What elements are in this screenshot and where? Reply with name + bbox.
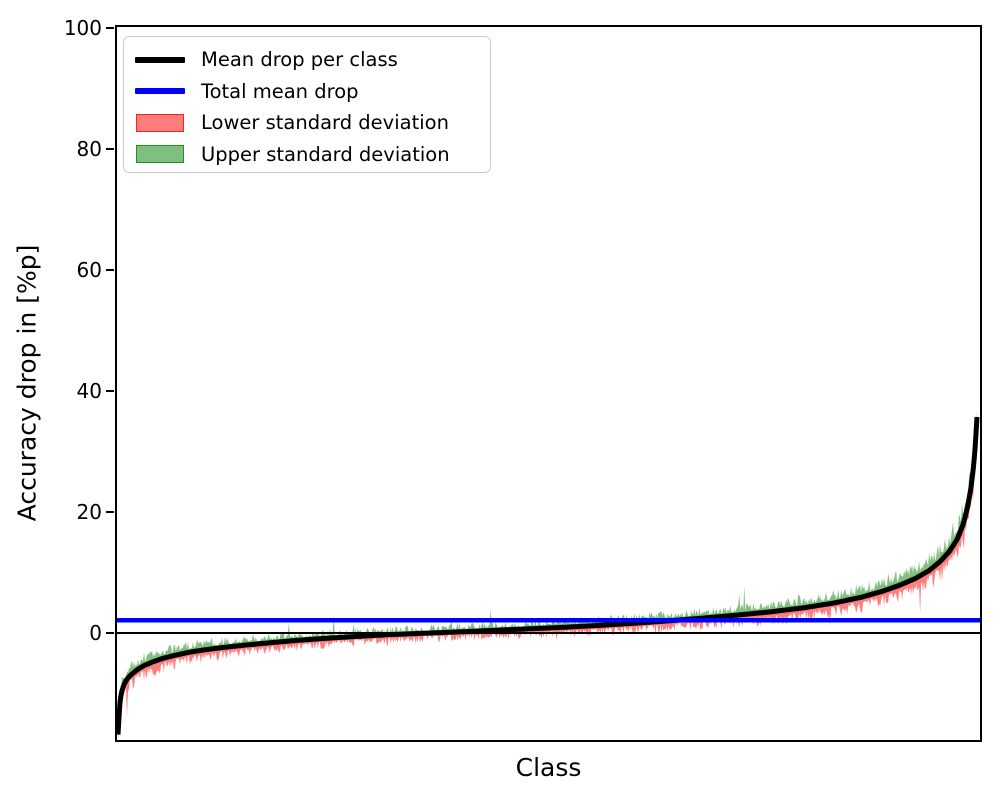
- y-tick-label: 0: [89, 621, 102, 645]
- upper-std-band: [118, 410, 977, 735]
- legend-label: Upper standard deviation: [201, 142, 450, 166]
- y-tick-label: 20: [76, 500, 102, 524]
- legend-item-total-mean: Total mean drop: [134, 76, 490, 108]
- legend-item-lower-std: Lower standard deviation: [134, 107, 490, 139]
- y-tick-mark: [106, 148, 114, 150]
- y-tick-label: 100: [63, 16, 102, 40]
- y-tick-mark: [106, 269, 114, 271]
- legend-label: Lower standard deviation: [201, 111, 449, 134]
- lower-std-patch-swatch: [136, 113, 184, 132]
- upper-std-patch-swatch: [136, 145, 184, 164]
- y-tick-label: 40: [76, 379, 102, 403]
- legend-label: Total mean drop: [201, 79, 359, 103]
- y-tick-label: 60: [76, 258, 102, 282]
- total-mean-line-swatch: [135, 88, 185, 95]
- mean-drop-curve: [117, 416, 980, 735]
- chart-canvas: [117, 410, 980, 740]
- legend-box: Mean drop per class Total mean drop Lowe…: [123, 36, 491, 173]
- y-tick-mark: [106, 27, 114, 29]
- y-tick-mark: [106, 632, 114, 634]
- y-tick-mark: [106, 511, 114, 513]
- lower-std-band: [118, 417, 977, 740]
- y-tick-label: 80: [76, 137, 102, 161]
- x-axis-label: Class: [515, 753, 582, 782]
- mean-line-swatch: [135, 56, 185, 63]
- y-axis-label: Accuracy drop in [%p]: [12, 244, 42, 522]
- legend-label: Mean drop per class: [201, 48, 398, 71]
- legend-item-mean-drop: Mean drop per class: [134, 44, 490, 76]
- y-tick-mark: [106, 390, 114, 392]
- legend-item-upper-std: Upper standard deviation: [134, 139, 490, 171]
